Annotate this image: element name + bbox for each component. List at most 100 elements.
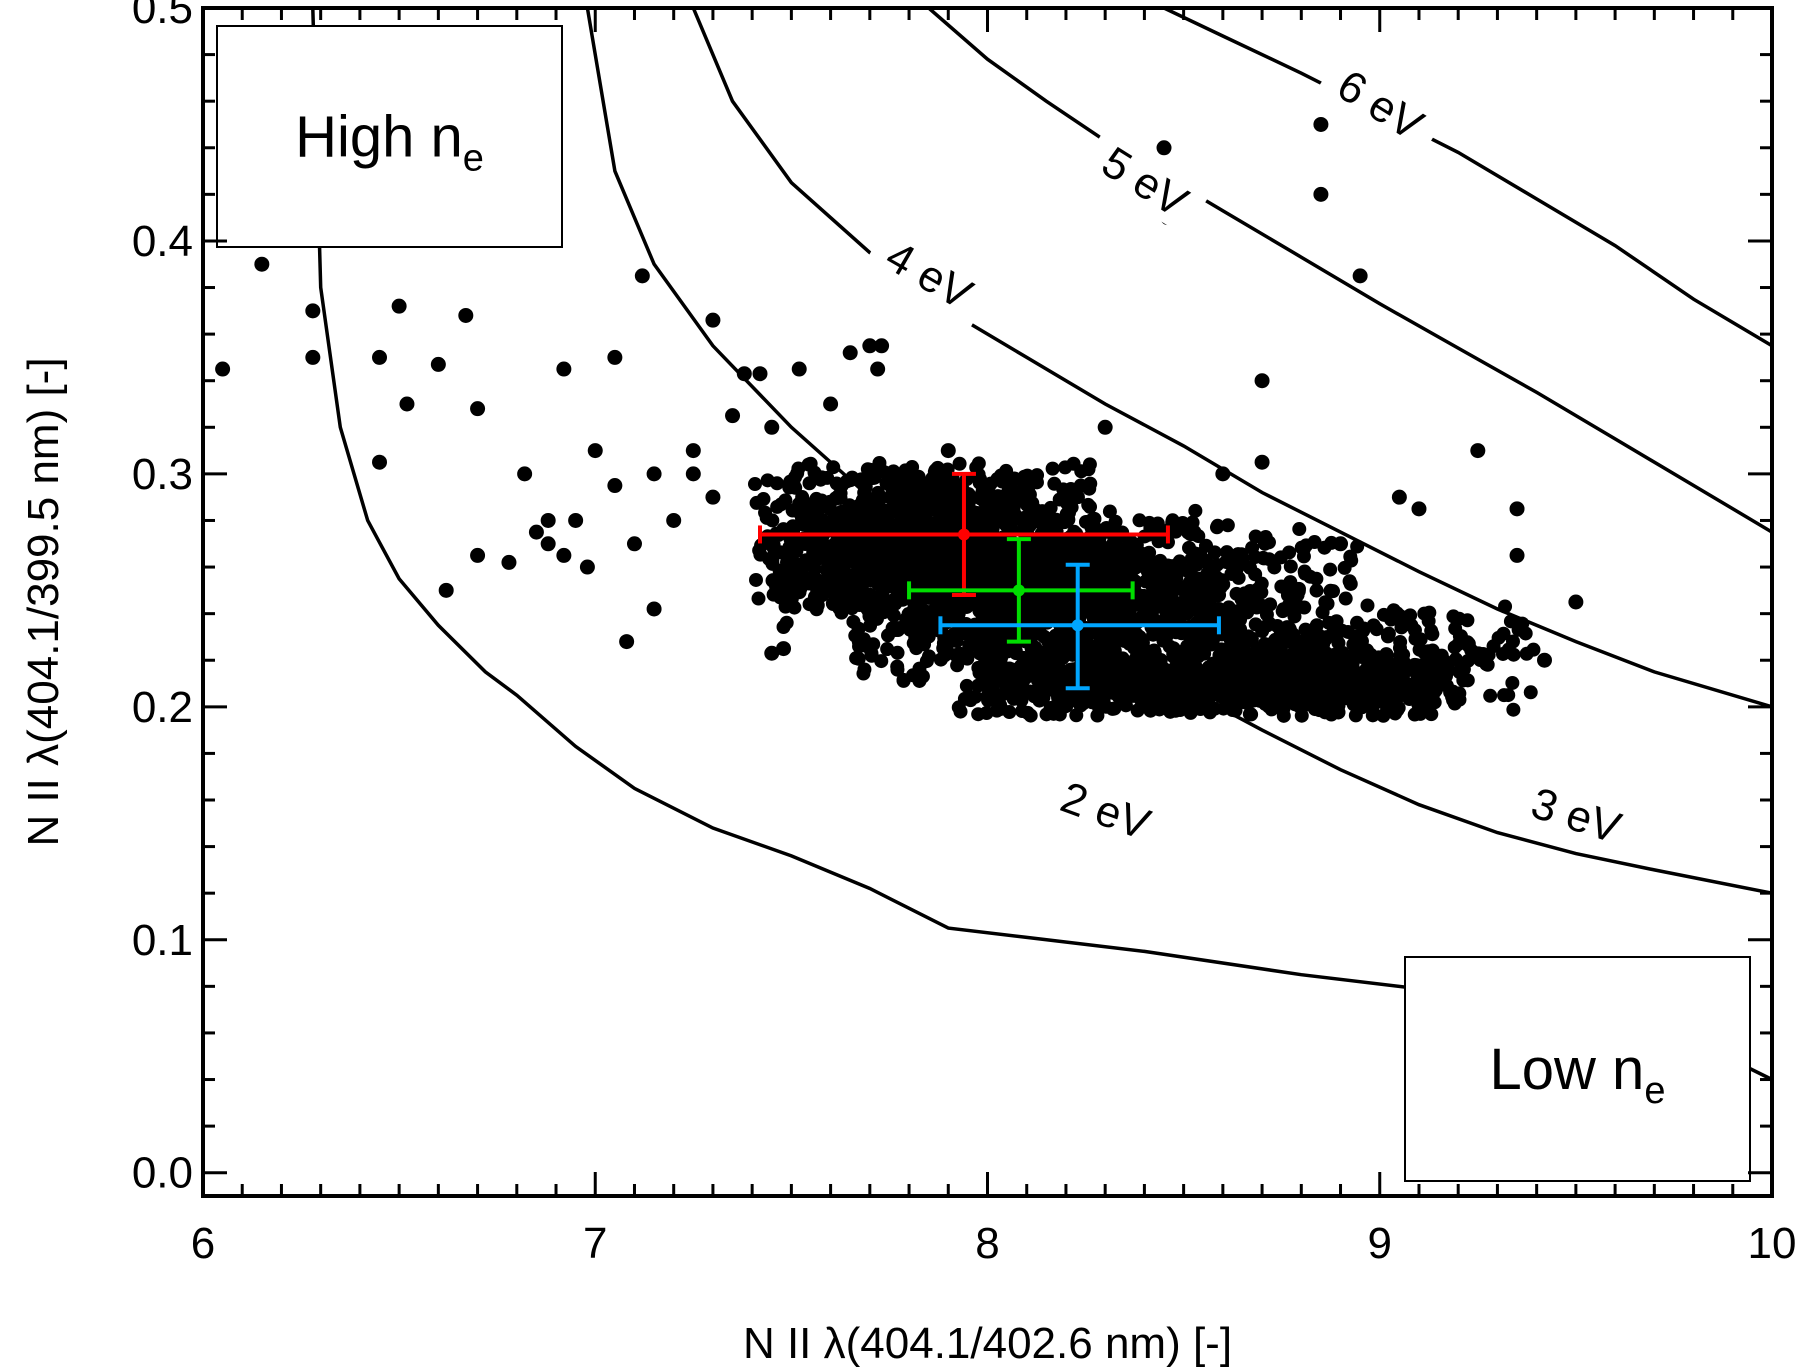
scatter-point	[1139, 647, 1154, 662]
scatter-point	[948, 648, 963, 663]
scatter-point	[791, 361, 807, 377]
scatter-point	[1052, 589, 1067, 604]
curve-label: 3 eV	[1525, 779, 1627, 854]
scatter-point	[1460, 613, 1475, 628]
scatter-point	[1046, 576, 1061, 591]
scatter-point	[1296, 542, 1311, 557]
scatter-point	[1017, 515, 1032, 530]
scatter-point	[391, 298, 407, 314]
scatter-point	[1519, 646, 1534, 661]
scatter-point	[1248, 567, 1263, 582]
scatter-point	[1254, 373, 1270, 389]
scatter-point	[856, 666, 871, 681]
scatter-point	[886, 464, 901, 479]
scatter-point	[666, 512, 682, 528]
scatter-point	[1132, 513, 1147, 528]
scatter-point	[1251, 581, 1266, 596]
scatter-point	[1428, 662, 1443, 677]
x-tick-labels: 6 7 8 9 10	[191, 1219, 1797, 1268]
scatter-point	[1331, 636, 1346, 651]
scatter-point	[1099, 520, 1114, 535]
scatter-point	[863, 592, 878, 607]
scatter-point	[846, 614, 861, 629]
x-tick-label: 10	[1748, 1219, 1797, 1268]
scatter-point	[986, 615, 1001, 630]
scatter-point	[1286, 597, 1301, 612]
scatter-point	[791, 461, 806, 476]
scatter-point	[950, 658, 965, 673]
scatter-point	[1393, 608, 1408, 623]
scatter-point	[1130, 638, 1145, 653]
scatter-point	[1240, 605, 1255, 620]
scatter-point	[1223, 645, 1238, 660]
scatter-point	[1505, 675, 1520, 690]
scatter-point	[1269, 700, 1284, 715]
scatter-point	[1398, 663, 1413, 678]
scatter-point	[1142, 545, 1157, 560]
curve-label: 2 eV	[1054, 773, 1156, 850]
scatter-point	[1298, 622, 1313, 637]
scatter-point	[1186, 570, 1201, 585]
scatter-point	[764, 419, 780, 435]
scatter-point	[1452, 686, 1467, 701]
curve-3-ev	[585, 8, 1772, 895]
scatter-point	[892, 582, 907, 597]
scatter-point	[1183, 527, 1198, 542]
scatter-point	[1120, 544, 1135, 559]
scatter-point	[1300, 687, 1315, 702]
scatter-point	[1199, 633, 1214, 648]
scatter-point	[1239, 696, 1254, 711]
scatter-point	[1402, 692, 1417, 707]
curve-label-bg	[1079, 124, 1213, 236]
scatter-point	[1447, 640, 1462, 655]
scatter-point	[929, 498, 944, 513]
scatter-point	[893, 569, 908, 584]
scatter-point	[802, 507, 817, 522]
scatter-point	[1204, 674, 1219, 689]
scatter-point	[1014, 693, 1029, 708]
scatter-point	[1122, 674, 1137, 689]
scatter-point	[880, 642, 895, 657]
scatter-point	[1022, 573, 1037, 588]
scatter-point	[1102, 504, 1117, 519]
scatter-point	[1098, 674, 1113, 689]
scatter-point	[856, 551, 871, 566]
scatter-point	[1024, 641, 1039, 656]
scatter-point	[1460, 635, 1475, 650]
scatter-point	[1273, 674, 1288, 689]
scatter-point	[1163, 704, 1178, 719]
annotation-high-ne-label: High ne	[295, 105, 484, 180]
scatter-point	[1315, 680, 1330, 695]
scatter-point	[866, 637, 881, 652]
scatter-point	[736, 366, 752, 382]
scatter-point	[939, 639, 954, 654]
x-axis-title: N II λ(404.1/402.6 nm) [-]	[743, 1319, 1232, 1368]
scatter-point	[1081, 462, 1096, 477]
scatter-point	[1216, 667, 1231, 682]
scatter-point	[875, 585, 890, 600]
scatter-point	[802, 476, 817, 491]
scatter-point	[1354, 649, 1369, 664]
scatter-point	[1021, 610, 1036, 625]
scatter-point	[1129, 560, 1144, 575]
scatter-point	[458, 307, 474, 323]
scatter-point	[1223, 617, 1238, 632]
scatter-point	[1220, 518, 1235, 533]
scatter-point	[1291, 642, 1306, 657]
scatter-point	[1347, 697, 1362, 712]
scatter-point	[921, 649, 936, 664]
scatter-point	[1223, 556, 1238, 571]
scatter-point	[1297, 600, 1312, 615]
scatter-point	[1058, 460, 1073, 475]
scatter-point	[1320, 596, 1335, 611]
scatter-point	[814, 470, 829, 485]
scatter-point	[1286, 654, 1301, 669]
y-tick-label: 0.1	[132, 916, 193, 965]
scatter-point	[1107, 701, 1122, 716]
scatter-point	[1236, 644, 1251, 659]
scatter-point	[1363, 671, 1378, 686]
scatter-point	[842, 345, 858, 361]
scatter-point	[1045, 461, 1060, 476]
scatter-point	[1206, 656, 1221, 671]
scatter-point	[1063, 605, 1078, 620]
